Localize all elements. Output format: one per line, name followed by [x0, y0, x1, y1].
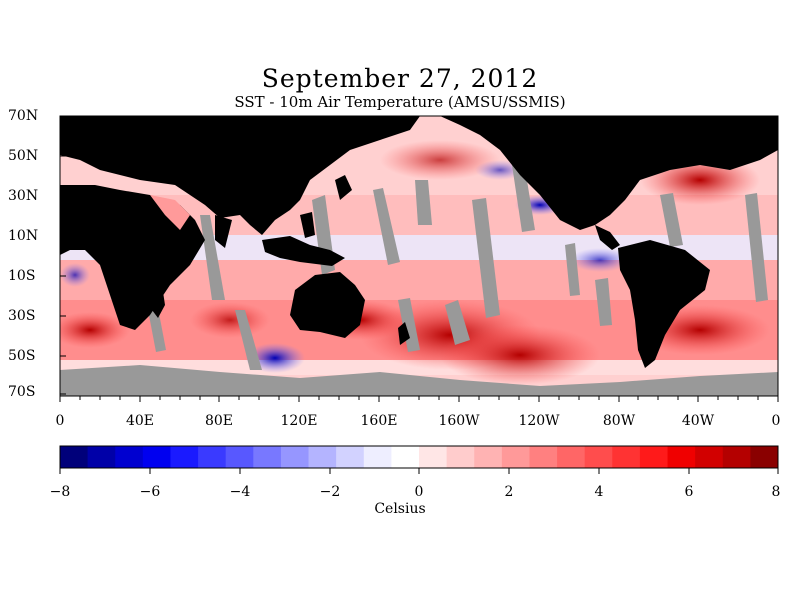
latitude-ticks — [60, 115, 66, 395]
colorbar-tick-label: −4 — [229, 484, 251, 500]
colorbar-cell — [584, 446, 613, 468]
warm-anomaly — [380, 140, 500, 180]
latitude-label: 30N — [8, 188, 39, 204]
colorbar-cell — [142, 446, 171, 468]
colorbar-cell — [750, 446, 779, 468]
warm-anomaly — [190, 302, 270, 338]
colorbar-cell — [639, 446, 669, 468]
colorbar-cell — [336, 446, 365, 468]
warm-anomaly — [440, 325, 600, 385]
colorbar-cell — [722, 446, 751, 468]
longitude-label: 120W — [518, 413, 560, 429]
colorbar-tick-label: 8 — [771, 484, 781, 500]
latitude-label: 50S — [8, 348, 36, 364]
longitude-label: 0 — [55, 413, 65, 429]
longitude-label: 120E — [280, 413, 318, 429]
longitude-label: 160E — [360, 413, 398, 429]
cold-anomaly — [60, 263, 90, 287]
colorbar-cell — [280, 446, 310, 468]
colorbar-unit-label: Celsius — [374, 501, 426, 517]
colorbar-cell — [60, 446, 89, 468]
colorbar-tick-label: −6 — [139, 484, 161, 500]
latitude-label: 10N — [8, 228, 39, 244]
latitude-label: 30S — [8, 308, 36, 324]
colorbar-cell — [501, 446, 530, 468]
latitude-label: 50N — [8, 148, 39, 164]
colorbar-cell — [557, 446, 586, 468]
map-subtitle: SST - 10m Air Temperature (AMSU/SSMIS) — [234, 93, 566, 111]
colorbar-cell — [391, 446, 420, 468]
colorbar-cell — [308, 446, 337, 468]
cold-anomaly — [570, 248, 630, 272]
colorbar-cell — [612, 446, 641, 468]
latitude-label: 70S — [8, 384, 36, 400]
latitude-label: 10S — [8, 268, 36, 284]
land-masses — [60, 116, 778, 368]
colorbar-cell — [529, 446, 558, 468]
colorbar-cell — [419, 446, 448, 468]
colorbar-cell — [474, 446, 503, 468]
longitude-label: 160W — [438, 413, 480, 429]
colorbar-tick-label: 2 — [504, 484, 514, 500]
colorbar-cell — [225, 446, 254, 468]
longitude-ticks — [59, 396, 779, 402]
warm-anomaly — [60, 312, 130, 348]
longitude-label: 40W — [681, 413, 715, 429]
colorbar-cell — [253, 446, 282, 468]
colorbar-cell — [87, 446, 116, 468]
map-title: September 27, 2012 — [261, 64, 539, 93]
antarctica-missing — [60, 365, 778, 396]
longitude-label: 0 — [771, 413, 781, 429]
colorbar-cell — [170, 446, 199, 468]
colorbar-tick-label: 0 — [414, 484, 424, 500]
colorbar-cell — [115, 446, 144, 468]
colorbar-cell — [446, 446, 475, 468]
colorbar-tick-label: −2 — [319, 484, 341, 500]
longitude-label: 40E — [125, 413, 155, 429]
colorbar-tick-label: 6 — [684, 484, 694, 500]
longitude-label: 80E — [204, 413, 234, 429]
colorbar-cell — [363, 446, 392, 468]
colorbar — [60, 446, 779, 468]
longitude-label: 80W — [602, 413, 636, 429]
latitude-label: 70N — [8, 108, 39, 124]
colorbar-tick-label: −8 — [49, 484, 71, 500]
colorbar-cell — [667, 446, 696, 468]
colorbar-cell — [198, 446, 227, 468]
colorbar-tick-label: 4 — [594, 484, 604, 500]
colorbar-ticks — [59, 468, 779, 474]
colorbar-cell — [695, 446, 724, 468]
